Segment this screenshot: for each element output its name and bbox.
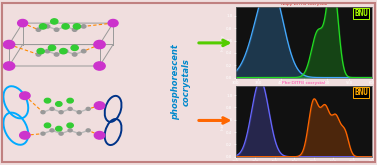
Text: BNU: BNU (354, 88, 368, 97)
Circle shape (67, 123, 73, 128)
Circle shape (54, 28, 59, 31)
Circle shape (72, 53, 77, 56)
Circle shape (94, 40, 105, 49)
Circle shape (71, 45, 78, 50)
Circle shape (86, 107, 90, 110)
Circle shape (73, 24, 81, 29)
Circle shape (39, 24, 47, 29)
Text: phosphorescent
cocrystals: phosphorescent cocrystals (171, 45, 191, 120)
Circle shape (50, 107, 54, 110)
Circle shape (3, 40, 15, 49)
Circle shape (72, 28, 77, 31)
Circle shape (44, 123, 51, 128)
Circle shape (56, 102, 62, 106)
Circle shape (20, 92, 30, 99)
Circle shape (45, 25, 50, 28)
Circle shape (56, 126, 62, 131)
Circle shape (51, 19, 58, 24)
Title: Phe·DITFB cocrystal: Phe·DITFB cocrystal (282, 81, 325, 85)
Y-axis label: Intensity: Intensity (221, 113, 225, 130)
Circle shape (86, 129, 90, 132)
Circle shape (108, 19, 118, 27)
Circle shape (41, 111, 45, 114)
Circle shape (37, 49, 44, 54)
Circle shape (59, 111, 63, 114)
Circle shape (94, 102, 105, 109)
Circle shape (94, 62, 105, 70)
Circle shape (77, 132, 81, 135)
Circle shape (18, 19, 28, 27)
Y-axis label: Intensity: Intensity (221, 34, 225, 50)
Circle shape (60, 49, 67, 54)
Circle shape (48, 45, 56, 50)
Circle shape (81, 25, 86, 28)
Circle shape (3, 62, 15, 70)
Circle shape (36, 53, 41, 56)
Circle shape (45, 50, 50, 53)
Circle shape (67, 98, 73, 103)
X-axis label: Wavelength / nm: Wavelength / nm (287, 86, 320, 90)
Circle shape (50, 129, 54, 132)
Circle shape (63, 25, 68, 28)
Circle shape (36, 28, 41, 31)
Circle shape (54, 53, 59, 56)
Circle shape (41, 132, 45, 135)
Circle shape (68, 129, 72, 132)
Circle shape (59, 132, 63, 135)
Circle shape (77, 111, 81, 114)
Circle shape (63, 50, 68, 53)
Circle shape (81, 50, 86, 53)
Circle shape (44, 98, 51, 103)
Text: BNU: BNU (354, 9, 368, 18)
Circle shape (62, 24, 69, 29)
Circle shape (20, 132, 30, 139)
Circle shape (68, 107, 72, 110)
Circle shape (94, 132, 105, 139)
Title: Napy·DITFB cocrystal: Napy·DITFB cocrystal (281, 1, 327, 5)
